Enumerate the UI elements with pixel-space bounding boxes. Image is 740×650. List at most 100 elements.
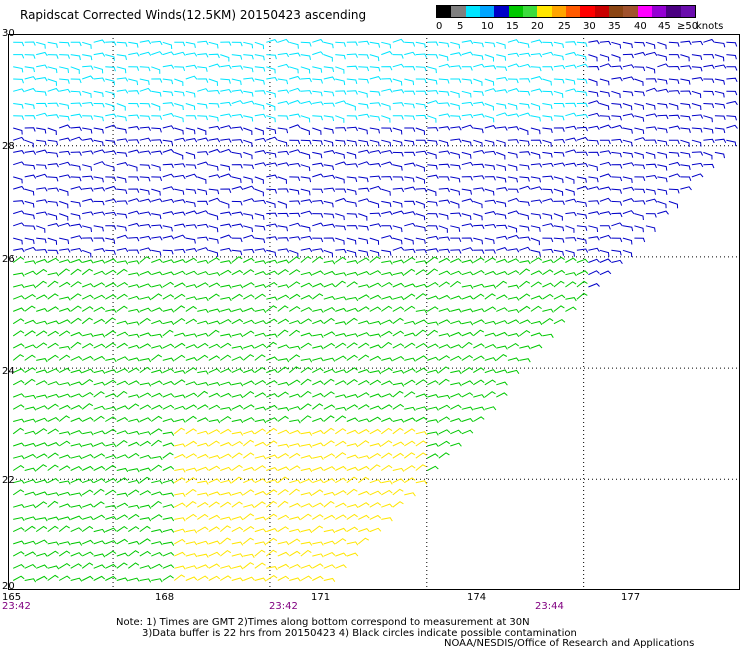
- wind-barb: [553, 64, 566, 70]
- wind-barb: [634, 137, 646, 142]
- wind-barb: [139, 525, 151, 533]
- wind-barb: [231, 404, 244, 410]
- wind-barb: [450, 225, 461, 232]
- wind-barb: [185, 428, 197, 435]
- wind-barb: [13, 455, 25, 460]
- wind-barb: [162, 442, 175, 447]
- wind-barb: [242, 439, 255, 447]
- wind-barb: [197, 404, 209, 410]
- wind-barb: [174, 538, 186, 545]
- wind-barb: [128, 513, 140, 520]
- wind-barb: [346, 513, 358, 520]
- wind-barb: [266, 296, 278, 301]
- wind-barb: [59, 382, 71, 387]
- wind-barb: [24, 164, 36, 170]
- wind-barb: [266, 574, 278, 581]
- wind-barb: [231, 382, 244, 387]
- wind-barb: [58, 415, 70, 422]
- wind-barb: [323, 427, 335, 435]
- wind-barb: [473, 367, 485, 374]
- wind-barb: [289, 212, 301, 218]
- wind-barb: [174, 517, 186, 522]
- wind-barb: [461, 188, 472, 195]
- wind-barb: [70, 78, 82, 84]
- wind-barb: [542, 308, 554, 313]
- wind-barb: [128, 367, 140, 374]
- wind-barb: [542, 139, 552, 147]
- wind-barb: [415, 103, 427, 109]
- wind-barb: [139, 392, 152, 398]
- wind-barb: [150, 354, 163, 361]
- wind-barb: [461, 161, 474, 166]
- wind-barb: [300, 151, 311, 159]
- wind-barb: [151, 464, 163, 471]
- wind-barb: [174, 66, 186, 72]
- wind-barb: [220, 113, 232, 118]
- wind-barb: [392, 343, 405, 349]
- wind-barb: [312, 90, 323, 97]
- wind-barb: [427, 394, 439, 399]
- wind-barb: [59, 66, 69, 73]
- wind-barb: [484, 78, 495, 86]
- wind-barb: [507, 333, 520, 338]
- wind-barb: [35, 428, 48, 435]
- wind-barb: [82, 516, 94, 521]
- wind-barb: [346, 454, 359, 459]
- wind-barb: [427, 306, 439, 312]
- wind-barb: [70, 430, 83, 435]
- wind-barb: [404, 357, 416, 362]
- wind-barb: [12, 551, 25, 557]
- wind-barb: [128, 52, 140, 57]
- wind-barb: [13, 284, 25, 289]
- wind-barb: [461, 198, 474, 203]
- wind-barb: [24, 564, 37, 569]
- wind-barb: [162, 320, 175, 326]
- wind-barb: [404, 428, 416, 435]
- wind-barb: [358, 455, 370, 460]
- legend-color-swatch: [522, 6, 538, 17]
- wind-barb: [622, 151, 634, 158]
- wind-barb: [277, 500, 289, 508]
- wind-barb: [289, 162, 301, 168]
- wind-barb: [185, 453, 198, 459]
- wind-barb: [12, 318, 25, 325]
- wind-barb: [680, 40, 692, 45]
- wind-barb: [691, 173, 704, 178]
- wind-barb: [254, 66, 266, 72]
- wind-barb: [634, 151, 644, 159]
- wind-barb: [12, 564, 25, 569]
- wind-barb: [24, 367, 36, 374]
- wind-barb: [289, 419, 301, 424]
- wind-barb: [13, 442, 25, 447]
- wind-barb: [24, 188, 35, 196]
- wind-barb: [622, 139, 633, 147]
- wind-barb: [277, 176, 287, 184]
- wind-barb: [116, 305, 128, 312]
- wind-barb: [36, 164, 47, 170]
- wind-barb: [323, 164, 334, 171]
- wind-barb: [645, 198, 658, 203]
- wind-barb: [265, 549, 277, 557]
- wind-barb: [243, 404, 255, 410]
- wind-barb: [312, 380, 324, 386]
- wind-barb: [197, 210, 209, 215]
- wind-barb: [24, 344, 37, 349]
- wind-barb: [369, 393, 382, 398]
- wind-barb: [392, 187, 405, 193]
- wind-barb: [151, 369, 163, 374]
- wind-barb: [151, 249, 162, 256]
- legend-color-swatch: [623, 6, 638, 17]
- wind-barb: [484, 249, 496, 254]
- wind-barb: [70, 393, 83, 398]
- wind-barb: [473, 283, 485, 288]
- wind-barb: [254, 308, 267, 313]
- wind-barb: [404, 283, 416, 288]
- wind-barb: [438, 113, 451, 118]
- wind-barb: [530, 127, 541, 135]
- wind-barb: [220, 308, 232, 313]
- wind-barb: [473, 63, 485, 68]
- wind-barb: [668, 41, 680, 47]
- wind-barb: [461, 78, 473, 85]
- wind-barb: [93, 149, 106, 154]
- wind-barb: [392, 127, 403, 135]
